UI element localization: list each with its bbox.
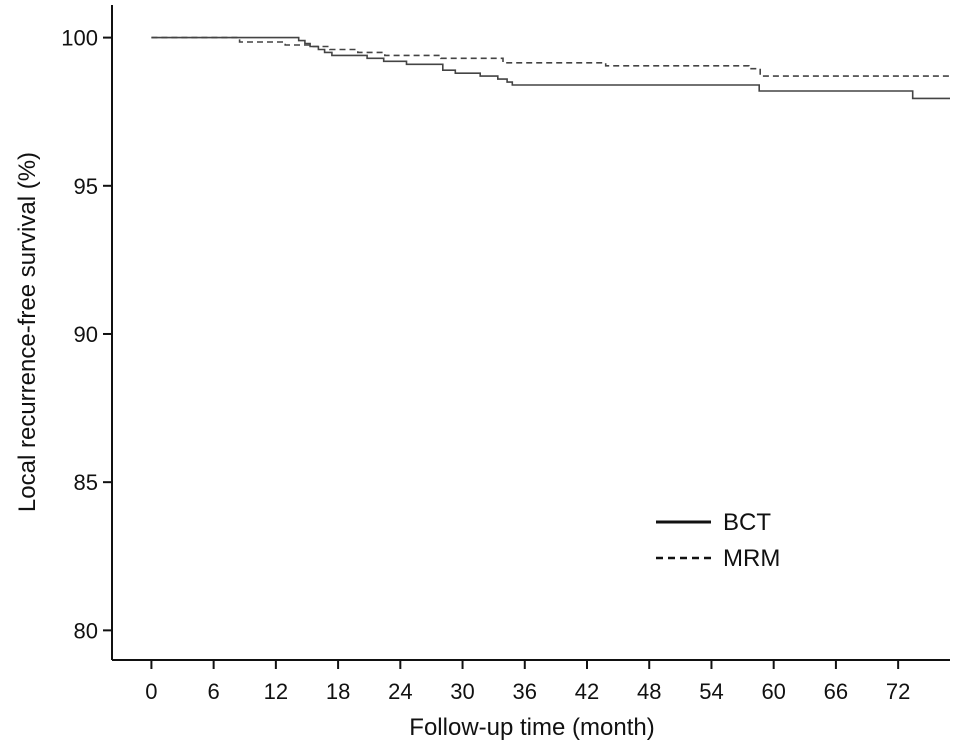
x-tick-label: 24 bbox=[388, 679, 412, 704]
survival-curves bbox=[151, 36, 950, 100]
y-tick-label: 85 bbox=[74, 470, 98, 495]
series-line-mrm bbox=[151, 36, 950, 77]
legend: BCT MRM bbox=[656, 509, 780, 572]
y-axis: 80 85 90 95 100 bbox=[61, 5, 113, 660]
x-tick-label: 36 bbox=[513, 679, 537, 704]
legend-label-mrm: MRM bbox=[723, 545, 780, 572]
x-tick-label: 54 bbox=[699, 679, 723, 704]
x-tick-label: 0 bbox=[145, 679, 157, 704]
y-tick-label: 100 bbox=[61, 26, 98, 51]
series-line-bct bbox=[151, 36, 950, 100]
x-tick-label: 18 bbox=[326, 679, 350, 704]
x-tick-label: 60 bbox=[761, 679, 785, 704]
x-tick-label: 72 bbox=[886, 679, 910, 704]
y-tick-label: 90 bbox=[74, 322, 98, 347]
legend-label-bct: BCT bbox=[723, 509, 771, 536]
y-tick-label: 95 bbox=[74, 174, 98, 199]
x-tick-label: 48 bbox=[637, 679, 661, 704]
x-tick-label: 6 bbox=[208, 679, 220, 704]
x-tick-label: 12 bbox=[264, 679, 288, 704]
x-axis-title: Follow-up time (month) bbox=[409, 714, 654, 741]
x-tick-label: 66 bbox=[824, 679, 848, 704]
y-tick-label: 80 bbox=[74, 618, 98, 643]
x-axis: 0 6 12 18 24 30 36 42 48 54 60 66 72 bbox=[112, 659, 950, 704]
x-tick-label: 42 bbox=[575, 679, 599, 704]
y-axis-title: Local recurrence-free survival (%) bbox=[14, 152, 41, 512]
x-tick-label: 30 bbox=[450, 679, 474, 704]
